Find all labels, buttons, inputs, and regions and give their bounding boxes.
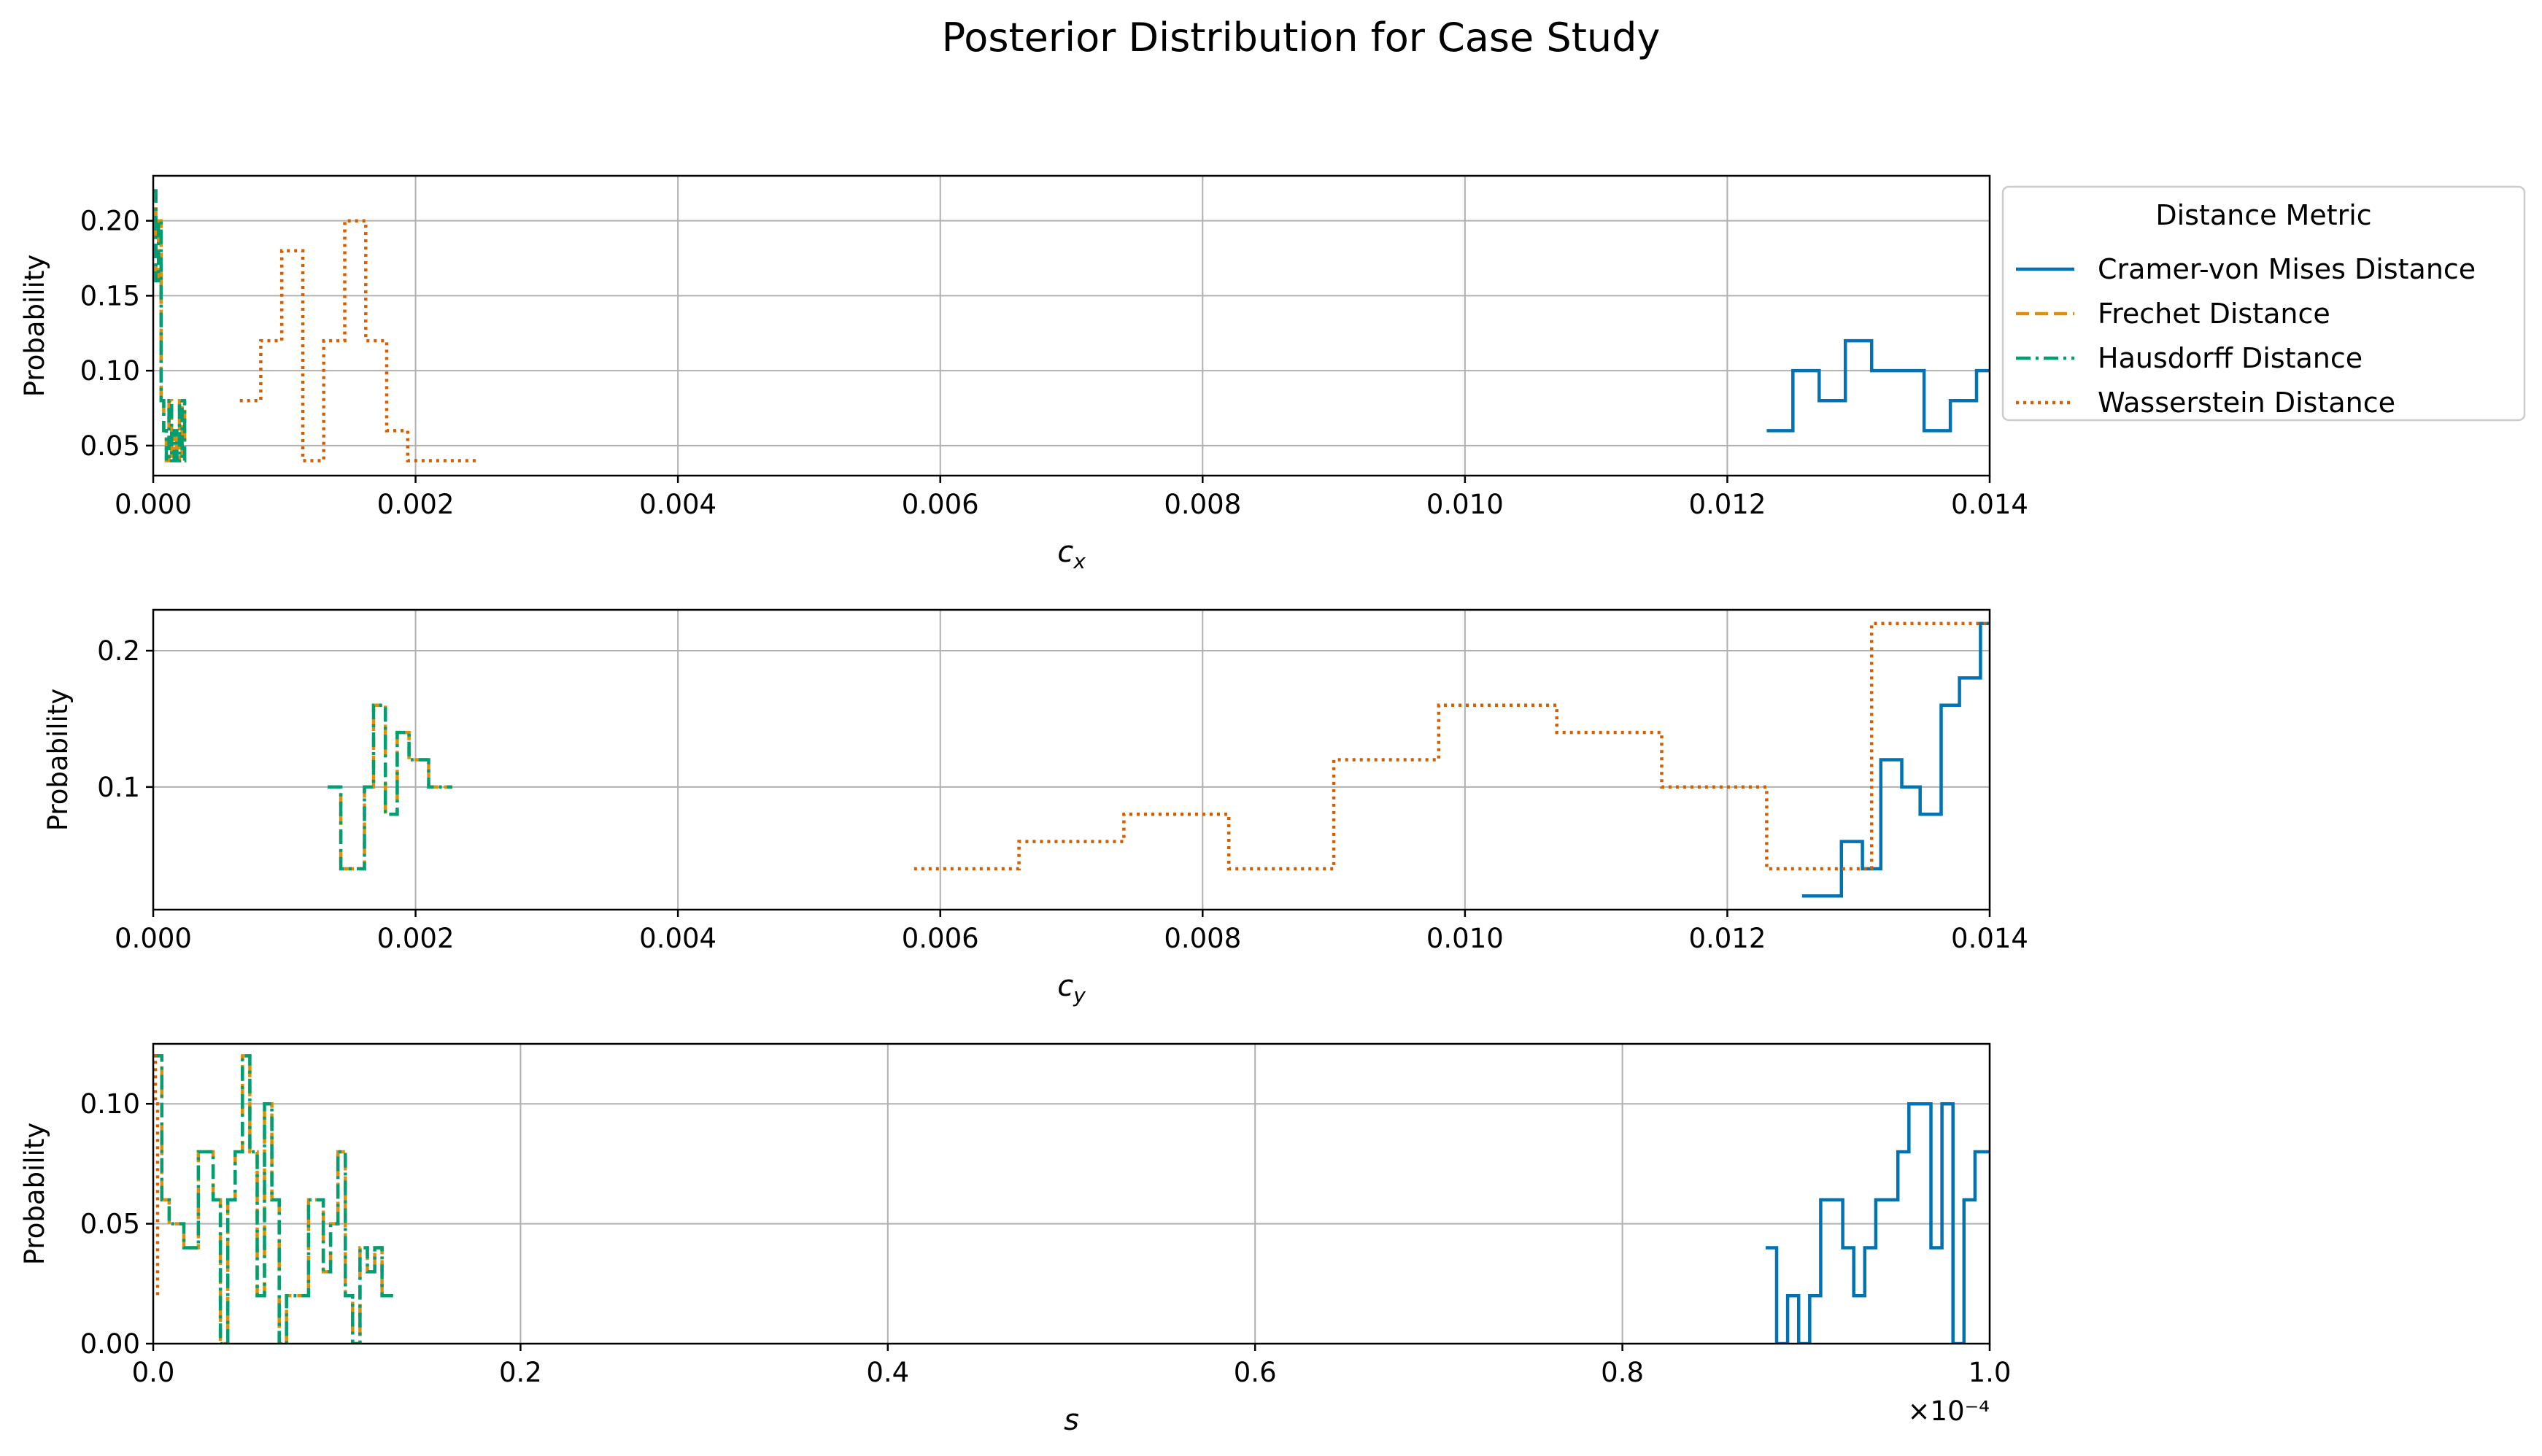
x-tick-label: 1.0 bbox=[1969, 1357, 2012, 1388]
x-tick-label: 0.002 bbox=[377, 489, 455, 520]
x-tick-label: 0.004 bbox=[639, 489, 716, 520]
x-tick-label: 0.014 bbox=[1951, 489, 2028, 520]
x-tick-label: 0.0 bbox=[132, 1357, 175, 1388]
y-axis-label: Probability bbox=[19, 1123, 50, 1266]
y-tick-label: 0.10 bbox=[80, 1088, 140, 1120]
x-tick-label: 0.000 bbox=[115, 489, 192, 520]
series-group bbox=[153, 189, 1990, 462]
panels: 0.000 0.002 0.004 0.006 0.008 0.010 0.012 0.014… bbox=[19, 174, 2028, 1437]
x-tick-label: 0.006 bbox=[902, 923, 979, 954]
x-axis-label: cx bbox=[1057, 535, 1086, 573]
y-axis-label: Probability bbox=[42, 689, 74, 832]
series-line-cramer-von-mises-distance bbox=[1766, 338, 1990, 433]
series-line-cramer-von-mises-distance bbox=[1765, 1101, 1990, 1344]
y-tick-label: 0.15 bbox=[80, 280, 140, 311]
figure-title: Posterior Distribution for Case Study bbox=[942, 15, 1661, 61]
legend: Distance Metric Cramer-von Mises Distance… bbox=[2001, 185, 2526, 422]
x-tick-label: 0.6 bbox=[1234, 1357, 1277, 1388]
series-line-cramer-von-mises-distance bbox=[1801, 621, 1990, 898]
x-tick-label: 0.010 bbox=[1426, 923, 1504, 954]
x-tick-label: 0.014 bbox=[1951, 923, 2028, 954]
x-tick-label: 0.012 bbox=[1688, 489, 1766, 520]
axes-frame bbox=[152, 174, 1991, 477]
x-tick-label: 0.004 bbox=[639, 923, 716, 954]
x-tick-label: 0.8 bbox=[1601, 1357, 1644, 1388]
x-tick-label: 0.006 bbox=[902, 489, 979, 520]
y-tick-label: 0.2 bbox=[97, 635, 140, 667]
legend-entry-label: Frechet Distance bbox=[2098, 298, 2330, 330]
legend-entry-label: Wasserstein Distance bbox=[2098, 387, 2395, 419]
y-tick-label: 0.1 bbox=[97, 772, 140, 803]
x-tick-label: 0.000 bbox=[115, 923, 192, 954]
series-line-frechet-distance bbox=[328, 703, 452, 871]
y-tick-label: 0.00 bbox=[80, 1328, 140, 1360]
panel-1: 0.000 0.002 0.004 0.006 0.008 0.010 0.012 0.014… bbox=[19, 174, 2028, 573]
axes-frame bbox=[152, 608, 1991, 911]
x-tick-label: 0.2 bbox=[499, 1357, 542, 1388]
y-axis-label: Probability bbox=[19, 255, 50, 398]
series-group bbox=[153, 1054, 1990, 1344]
panel-3: 0.0 0.2 0.4 0.6 0.8 1.0 0.00 0.05 0.10 s Probabili… bbox=[19, 1042, 2012, 1437]
y-tick-label: 0.20 bbox=[80, 206, 140, 237]
series-line-hausdorff-distance bbox=[153, 189, 187, 462]
x-tick-label: 0.008 bbox=[1164, 923, 1241, 954]
legend-entry-label: Hausdorff Distance bbox=[2098, 342, 2363, 374]
y-tick-label: 0.05 bbox=[80, 1209, 140, 1240]
x-tick-label: 0.010 bbox=[1426, 489, 1504, 520]
series-group bbox=[328, 621, 1990, 898]
y-tick-label: 0.05 bbox=[80, 430, 140, 462]
legend-title: Distance Metric bbox=[2155, 199, 2371, 231]
y-tick-label: 0.10 bbox=[80, 355, 140, 387]
panel-2: 0.000 0.002 0.004 0.006 0.008 0.010 0.012 0.014… bbox=[42, 608, 2028, 1007]
x-axis-label: cy bbox=[1057, 969, 1086, 1007]
x-tick-label: 0.012 bbox=[1688, 923, 1766, 954]
legend-entry-label: Cramer-von Mises Distance bbox=[2098, 253, 2476, 285]
series-line-wasserstein-distance bbox=[153, 1054, 161, 1298]
x-axis-label: s bbox=[1064, 1403, 1079, 1437]
series-line-wasserstein-distance bbox=[913, 621, 1990, 871]
series-line-wasserstein-distance bbox=[239, 219, 476, 462]
x-tick-label: 0.4 bbox=[866, 1357, 909, 1388]
legend-box bbox=[2001, 185, 2526, 422]
axes-frame bbox=[152, 1042, 1991, 1345]
x-offset-label: ×10⁻⁴ bbox=[1908, 1395, 1990, 1427]
x-tick-label: 0.002 bbox=[377, 923, 455, 954]
x-tick-label: 0.008 bbox=[1164, 489, 1241, 520]
